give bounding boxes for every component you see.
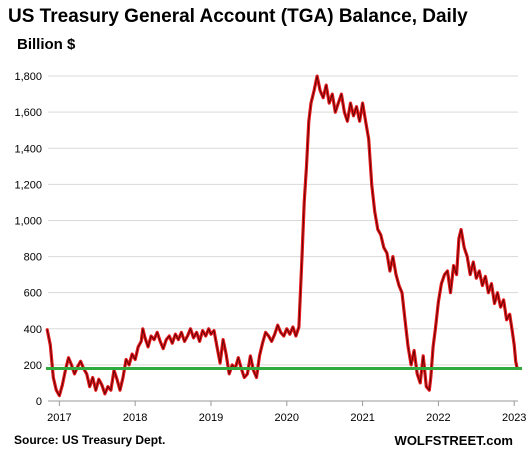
y-tick-label: 600 xyxy=(24,288,42,300)
y-tick-label: 1,200 xyxy=(14,179,42,191)
x-tick-label: 2021 xyxy=(350,412,374,424)
chart-subtitle: Billion $ xyxy=(17,36,76,53)
y-tick-label: 1,800 xyxy=(14,71,42,83)
gridlines xyxy=(48,75,518,402)
y-tick-label: 1,000 xyxy=(14,215,42,227)
y-axis: 0 200 400 600 800 1,000 1,200 1,400 1,600 1,800 xyxy=(14,71,42,408)
y-tick-label: 200 xyxy=(24,360,42,372)
x-tick-label: 2020 xyxy=(275,412,299,424)
y-tick-label: 800 xyxy=(24,252,42,264)
source-note: Source: US Treasury Dept. xyxy=(14,433,166,447)
x-tick-label: 2023 xyxy=(502,412,526,424)
brand-watermark: WOLFSTREET.com xyxy=(394,433,513,448)
x-tick-label: 2018 xyxy=(123,412,147,424)
x-tick-label: 2019 xyxy=(199,412,223,424)
x-tick-label: 2017 xyxy=(47,412,71,424)
series-line-0 xyxy=(45,74,519,398)
y-tick-label: 0 xyxy=(36,396,42,408)
y-tick-label: 1,600 xyxy=(14,107,42,119)
y-tick-label: 400 xyxy=(24,324,42,336)
x-tick-label: 2022 xyxy=(426,412,450,424)
y-tick-label: 1,400 xyxy=(14,143,42,155)
chart-title: US Treasury General Account (TGA) Balanc… xyxy=(8,6,468,27)
x-axis: 2017 2018 2019 2020 2021 2022 2023 xyxy=(47,400,526,424)
series-line-core-0 xyxy=(46,75,518,397)
series-layer xyxy=(45,74,519,398)
